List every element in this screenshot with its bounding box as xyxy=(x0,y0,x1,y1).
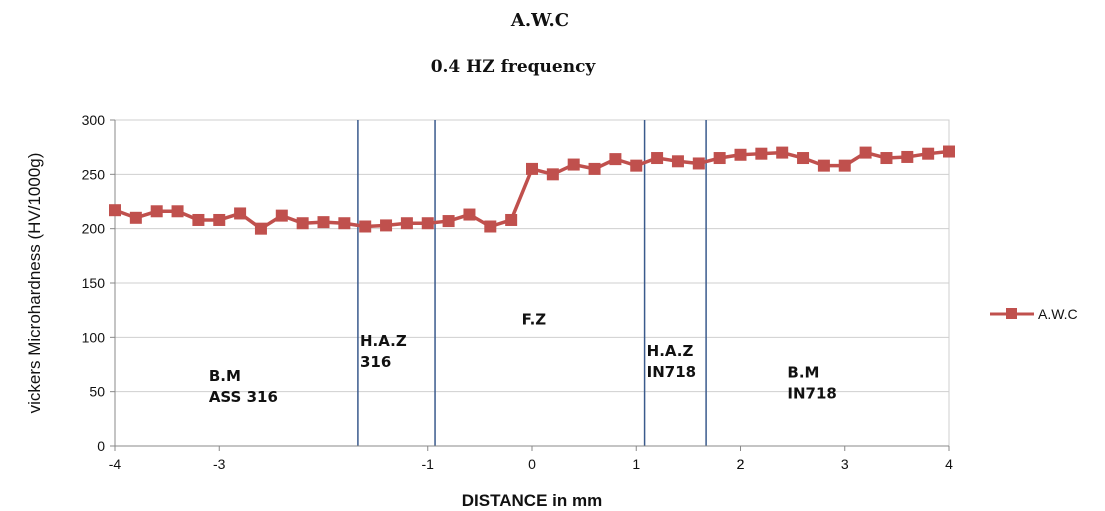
data-point xyxy=(567,158,580,171)
data-point xyxy=(546,168,559,181)
y-tick-label: 100 xyxy=(82,329,106,345)
data-point xyxy=(505,213,518,226)
y-tick-label: 250 xyxy=(82,166,106,182)
x-tick-label: 4 xyxy=(945,456,953,472)
data-point xyxy=(317,216,330,229)
data-point xyxy=(338,217,351,230)
region-label-line: B.M xyxy=(209,367,241,385)
series-awc xyxy=(109,145,955,235)
legend-marker xyxy=(1006,308,1017,319)
y-tick-label: 300 xyxy=(82,112,106,128)
region-label-line: IN718 xyxy=(647,363,696,381)
x-tick-label: -4 xyxy=(109,456,122,472)
data-point xyxy=(109,204,121,217)
region-label-line: ASS 316 xyxy=(209,388,278,406)
region-label-line: 316 xyxy=(360,353,391,371)
data-point xyxy=(129,211,142,224)
region-label: F.Z xyxy=(522,310,547,328)
region-label: H.A.Z IN718 xyxy=(647,342,696,381)
data-point xyxy=(671,155,684,168)
data-point xyxy=(213,213,226,226)
data-point xyxy=(380,219,393,232)
data-point xyxy=(171,205,184,218)
x-tick-label: 3 xyxy=(841,456,849,472)
data-point xyxy=(296,217,309,230)
y-tick-label: 200 xyxy=(82,221,106,237)
data-point xyxy=(755,147,768,160)
region-dividers xyxy=(357,120,707,446)
y-axis-ticks: 0 50 100 150 200 250 300 xyxy=(82,112,115,454)
x-axis-title: DISTANCE in mm xyxy=(462,491,602,510)
data-point xyxy=(817,159,830,172)
x-tick-label: 0 xyxy=(528,456,536,472)
region-label-line: F.Z xyxy=(522,310,547,328)
y-tick-label: 150 xyxy=(82,275,106,291)
data-point xyxy=(734,148,747,161)
data-point xyxy=(234,207,247,220)
data-point xyxy=(797,152,810,165)
y-axis-title: vickers Microhardness (HV/1000g) xyxy=(25,153,44,414)
x-tick-label: 2 xyxy=(737,456,745,472)
data-point xyxy=(484,220,497,233)
data-point xyxy=(421,217,434,230)
data-point xyxy=(922,147,935,160)
region-annotations: B.M ASS 316 H.A.Z 316 F.Z H.A.Z IN718 B.M IN718 xyxy=(209,310,837,406)
data-point xyxy=(400,217,413,230)
data-point xyxy=(630,159,643,172)
region-label-line: B.M xyxy=(787,364,819,382)
x-axis-ticks: -4 -3 2-1 0 1 2 3 4 xyxy=(109,446,953,472)
data-point xyxy=(859,146,872,159)
data-point xyxy=(713,152,726,165)
gridlines xyxy=(115,119,949,393)
data-point xyxy=(150,205,163,218)
data-point xyxy=(838,159,851,172)
y-tick-label: 0 xyxy=(97,438,105,454)
chart-subtitle: 0.4 HZ frequency xyxy=(431,57,597,77)
x-tick-label: -3 xyxy=(213,456,226,472)
data-point xyxy=(275,209,288,222)
x-tick-label: 1 xyxy=(632,456,640,472)
data-point xyxy=(588,162,601,175)
data-point xyxy=(254,222,267,235)
region-label: B.M IN718 xyxy=(787,364,836,403)
region-label: B.M ASS 316 xyxy=(209,367,278,406)
data-point xyxy=(609,153,622,166)
data-point xyxy=(901,150,914,163)
region-label: H.A.Z 316 xyxy=(360,332,407,371)
data-point xyxy=(651,152,664,165)
region-label-line: H.A.Z xyxy=(647,342,694,360)
data-point xyxy=(943,145,955,158)
legend: A.W.C xyxy=(990,306,1078,322)
y-tick-label: 50 xyxy=(89,384,105,400)
data-point xyxy=(359,220,372,233)
data-point xyxy=(692,157,705,170)
legend-label: A.W.C xyxy=(1038,306,1078,322)
data-point xyxy=(776,146,789,159)
chart-title: A.W.C xyxy=(510,10,569,31)
data-point xyxy=(526,162,538,175)
data-point xyxy=(442,215,455,228)
data-point xyxy=(463,208,476,221)
region-label-line: IN718 xyxy=(787,385,836,403)
x-tick-label: -1 xyxy=(422,456,435,472)
x-tick-label: 2 xyxy=(737,456,745,472)
data-point xyxy=(880,152,893,165)
data-point xyxy=(192,213,205,226)
region-label-line: H.A.Z xyxy=(360,332,407,350)
